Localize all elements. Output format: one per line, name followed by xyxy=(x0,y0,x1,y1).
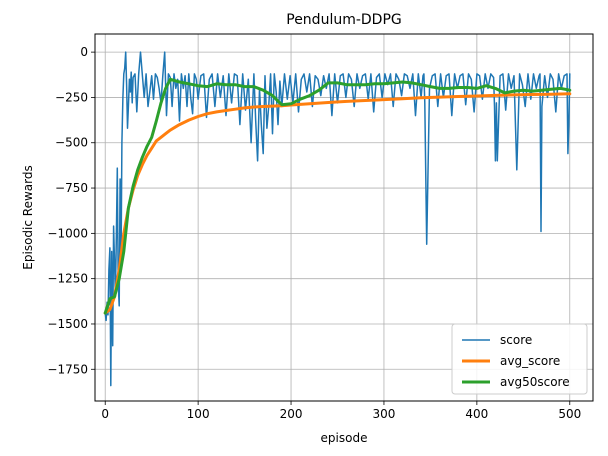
y-axis-label: Episodic Rewards xyxy=(21,165,35,269)
y-axis-ticks: 0 −250 −500 −750 −1000 −1250 −1500 −1750 xyxy=(47,45,95,376)
x-tick-label: 100 xyxy=(187,407,210,421)
x-tick-label: 0 xyxy=(101,407,109,421)
legend-label-avg-score: avg_score xyxy=(500,354,560,368)
x-axis-label: episode xyxy=(321,431,368,445)
y-tick-label: −1750 xyxy=(47,362,88,376)
series-line-avg-score xyxy=(103,92,572,315)
y-tick-label: −1500 xyxy=(47,317,88,331)
x-tick-label: 300 xyxy=(372,407,395,421)
x-axis-ticks: 0 100 200 300 400 500 xyxy=(101,401,581,421)
legend: score avg_score avg50score xyxy=(451,323,588,395)
y-tick-label: −250 xyxy=(55,90,88,104)
x-tick-label: 400 xyxy=(465,407,488,421)
y-tick-label: 0 xyxy=(80,45,88,59)
plot-frame xyxy=(94,33,594,402)
y-tick-label: −1250 xyxy=(47,272,88,286)
chart-title: Pendulum-DDPG xyxy=(286,12,402,28)
legend-label-score: score xyxy=(500,333,532,347)
legend-label-avg50score: avg50score xyxy=(500,375,570,389)
series-line-avg50score xyxy=(103,77,572,315)
legend-box xyxy=(451,323,588,395)
series-layer xyxy=(103,51,572,387)
x-tick-label: 200 xyxy=(280,407,303,421)
y-tick-label: −750 xyxy=(55,181,88,195)
series-line-score xyxy=(104,51,571,387)
y-tick-label: −500 xyxy=(55,136,88,150)
x-tick-label: 500 xyxy=(558,407,581,421)
y-tick-label: −1000 xyxy=(47,226,88,240)
